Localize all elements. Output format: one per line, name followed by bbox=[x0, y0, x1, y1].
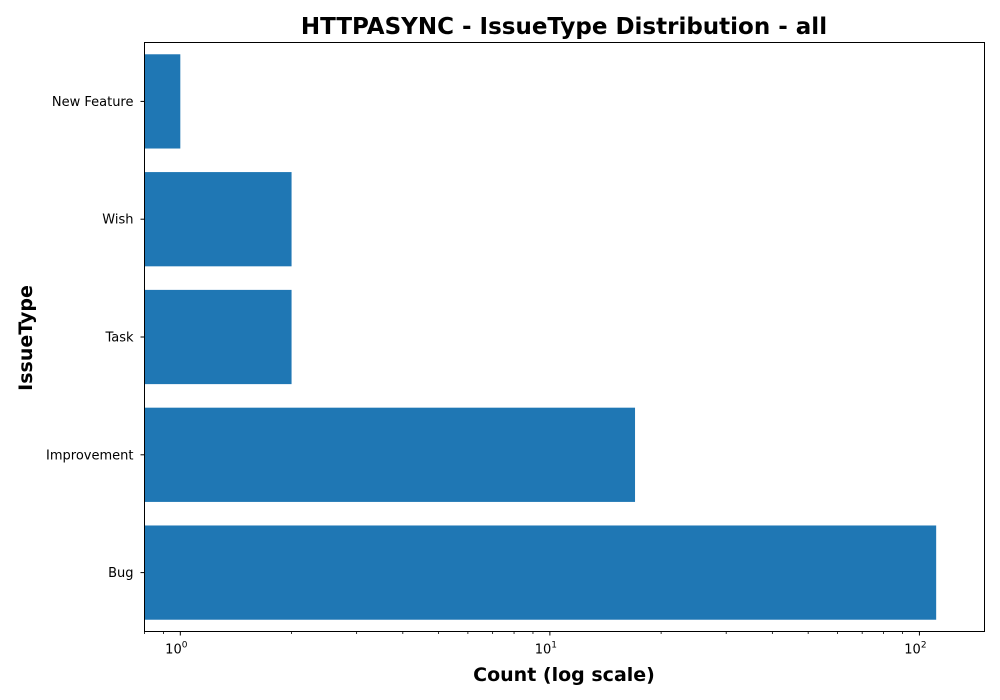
y-axis-label: IssueType bbox=[15, 285, 37, 391]
y-tick-label-wish: Wish bbox=[102, 213, 133, 228]
y-tick-label-bug: Bug bbox=[108, 566, 133, 581]
chart-title: HTTPASYNC - IssueType Distribution - all bbox=[301, 14, 827, 40]
y-tick-label-task: Task bbox=[104, 331, 134, 346]
y-axis-ticks: Bug Improvement Task Wish New Feature bbox=[46, 95, 145, 581]
bar-new-feature bbox=[144, 54, 181, 149]
x-tick-label-10: 101 bbox=[535, 641, 557, 658]
y-tick-label-improvement: Improvement bbox=[46, 448, 133, 463]
x-axis-ticks: 100 101 102 bbox=[144, 631, 927, 658]
x-axis-label: Count (log scale) bbox=[473, 664, 655, 686]
bar-wish bbox=[144, 172, 292, 267]
bar-task bbox=[144, 289, 292, 385]
x-tick-label-1: 100 bbox=[165, 641, 188, 658]
bars-group bbox=[144, 54, 937, 620]
y-tick-label-new-feature: New Feature bbox=[52, 95, 134, 110]
bar-improvement bbox=[144, 407, 636, 502]
x-tick-label-100: 102 bbox=[904, 641, 926, 658]
bar-bug bbox=[144, 525, 937, 620]
